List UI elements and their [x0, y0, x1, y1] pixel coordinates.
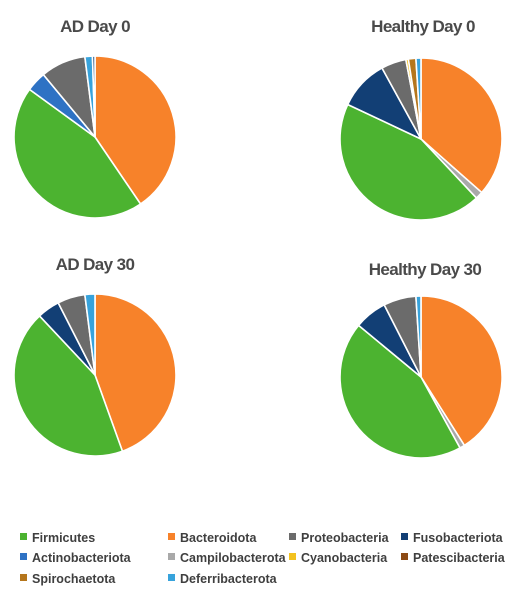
pie-slice-fusobacteriota [91, 55, 96, 138]
legend-item-spirochaetota: Spirochaetota [20, 572, 116, 586]
pie-ad-day-0: AD Day 0 [13, 17, 177, 219]
legend-swatch [20, 533, 27, 540]
pie-title: AD Day 30 [56, 255, 135, 274]
pie-slice-firmicutes [13, 315, 124, 457]
pie-slice-deferribacterota [415, 295, 422, 378]
legend-label: Campilobacterota [180, 551, 287, 565]
legend-swatch [168, 574, 175, 581]
pie-slice-firmicutes [339, 103, 478, 221]
legend-label: Spirochaetota [32, 572, 116, 586]
pie-slice-deferribacterota [415, 57, 422, 140]
pie-title: AD Day 0 [60, 17, 130, 36]
legend-swatch [168, 533, 175, 540]
legend-label: Patescibacteria [413, 551, 506, 565]
legend-item-bacteroidota: Bacteroidota [168, 531, 257, 545]
pie-slices [339, 57, 503, 221]
legend-item-cyanobacteria: Cyanobacteria [289, 551, 388, 565]
pie-healthy-day-0: Healthy Day 0 [339, 17, 503, 221]
legend-item-fusobacteriota: Fusobacteriota [401, 531, 504, 545]
legend-item-patescibacteria: Patescibacteria [401, 551, 506, 565]
pie-healthy-day-30: Healthy Day 30 [339, 260, 503, 459]
legend-swatch [20, 574, 27, 581]
pie-slices [13, 55, 177, 219]
legend-label: Firmicutes [32, 531, 95, 545]
legend-label: Actinobacteriota [32, 551, 132, 565]
pie-slices [13, 293, 177, 457]
legend-swatch [20, 553, 27, 560]
legend: Firmicutes Bacteroidota Proteobacteria Fuso… [20, 531, 506, 586]
pie-ad-day-30: AD Day 30 [13, 255, 177, 457]
pie-title: Healthy Day 30 [369, 260, 482, 279]
legend-label: Cyanobacteria [301, 551, 388, 565]
legend-swatch [289, 553, 296, 560]
legend-item-campilobacterota: Campilobacterota [168, 551, 287, 565]
pie-slices [339, 295, 503, 459]
pie-title: Healthy Day 0 [371, 17, 475, 36]
pie-slice-deferribacterota [84, 293, 96, 376]
legend-label: Fusobacteriota [413, 531, 504, 545]
legend-item-deferribacterota: Deferribacterota [168, 572, 278, 586]
legend-label: Proteobacteria [301, 531, 390, 545]
pie-slice-bacteroidota [420, 57, 503, 194]
legend-label: Bacteroidota [180, 531, 257, 545]
legend-label: Deferribacterota [180, 572, 278, 586]
pie-slice-firmicutes [13, 88, 142, 219]
legend-item-proteobacteria: Proteobacteria [289, 531, 390, 545]
legend-item-firmicutes: Firmicutes [20, 531, 95, 545]
legend-swatch [401, 533, 408, 540]
legend-item-actinobacteriota: Actinobacteriota [20, 551, 132, 565]
pie-slice-firmicutes [339, 324, 461, 459]
pie-slice-bacteroidota [94, 55, 177, 205]
legend-swatch [168, 553, 175, 560]
legend-swatch [401, 553, 408, 560]
legend-swatch [289, 533, 296, 540]
pie-slice-bacteroidota [94, 293, 177, 453]
